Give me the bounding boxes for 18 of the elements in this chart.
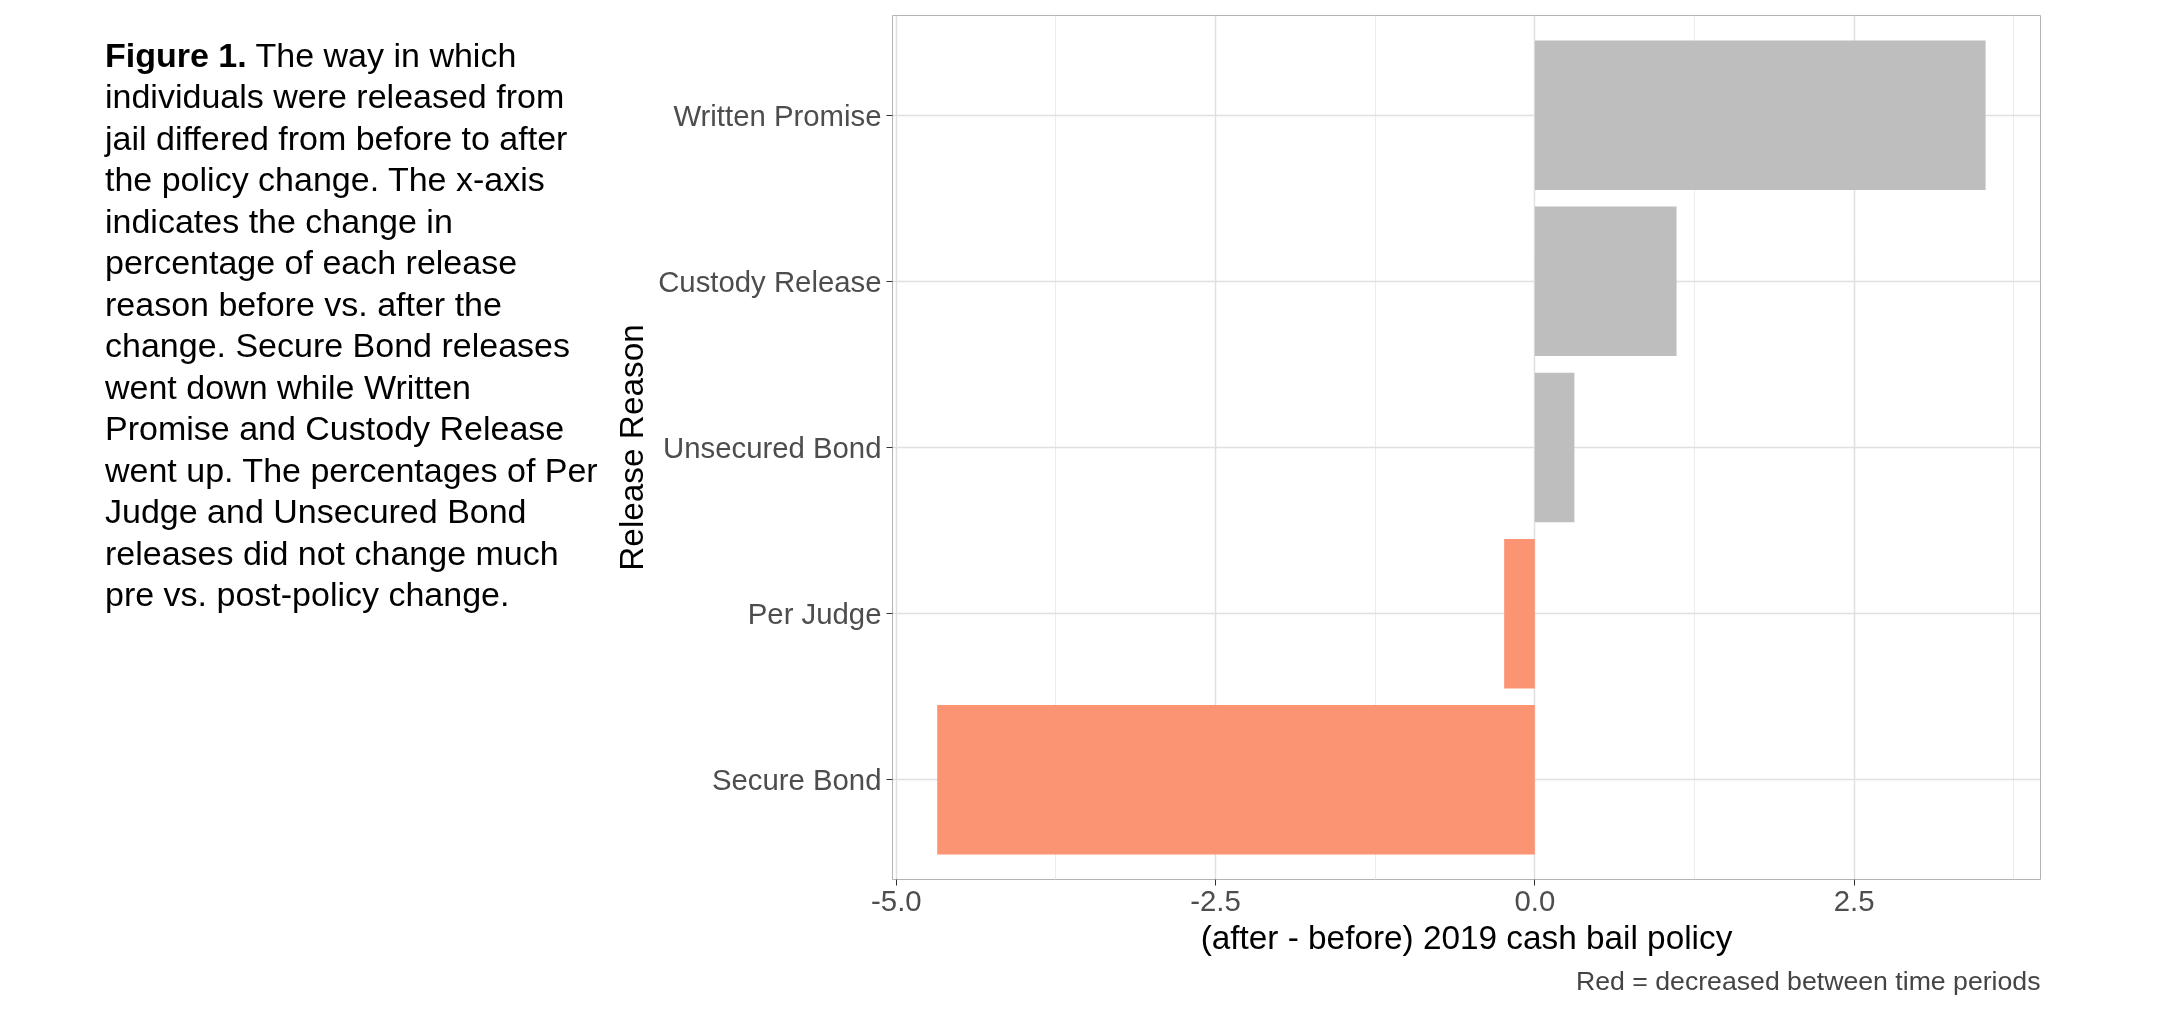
bar xyxy=(1534,206,1677,357)
y-tick-label: Unsecured Bond xyxy=(663,431,882,464)
x-tick-label: 2.5 xyxy=(1833,883,1875,917)
x-tick-label: -5.0 xyxy=(871,883,922,917)
y-tick-label: Secure Bond xyxy=(711,763,882,797)
y-axis-title: Release Reason xyxy=(613,324,651,571)
bar xyxy=(1534,372,1575,523)
bar xyxy=(1534,40,1986,190)
text: Figure 1. The way in which individuals were released from jail differed from before to after the policy change. The x-axis indicates the change in percentage of each release reason before vs. after the change. Secure Bond releases went down while Written Promise and Custody Release went up. The percentages of Per Judge and Unsecured Bond releases did not change much pre vs. post-policy change. xyxy=(105,36,598,614)
text: Red = decreased between time periods xyxy=(1575,965,2041,996)
y-tick-label: Written Promise xyxy=(673,98,882,132)
bar xyxy=(1504,538,1535,689)
bar xyxy=(937,705,1535,855)
y-tick-label: Per Judge xyxy=(747,597,882,631)
x-tick-label: -2.5 xyxy=(1190,883,1241,917)
y-tick-label: Custody Release xyxy=(658,264,882,298)
x-tick-label: 0.0 xyxy=(1514,883,1556,917)
x-axis-title: (after - before) 2019 cash bail policy xyxy=(1200,918,1733,956)
